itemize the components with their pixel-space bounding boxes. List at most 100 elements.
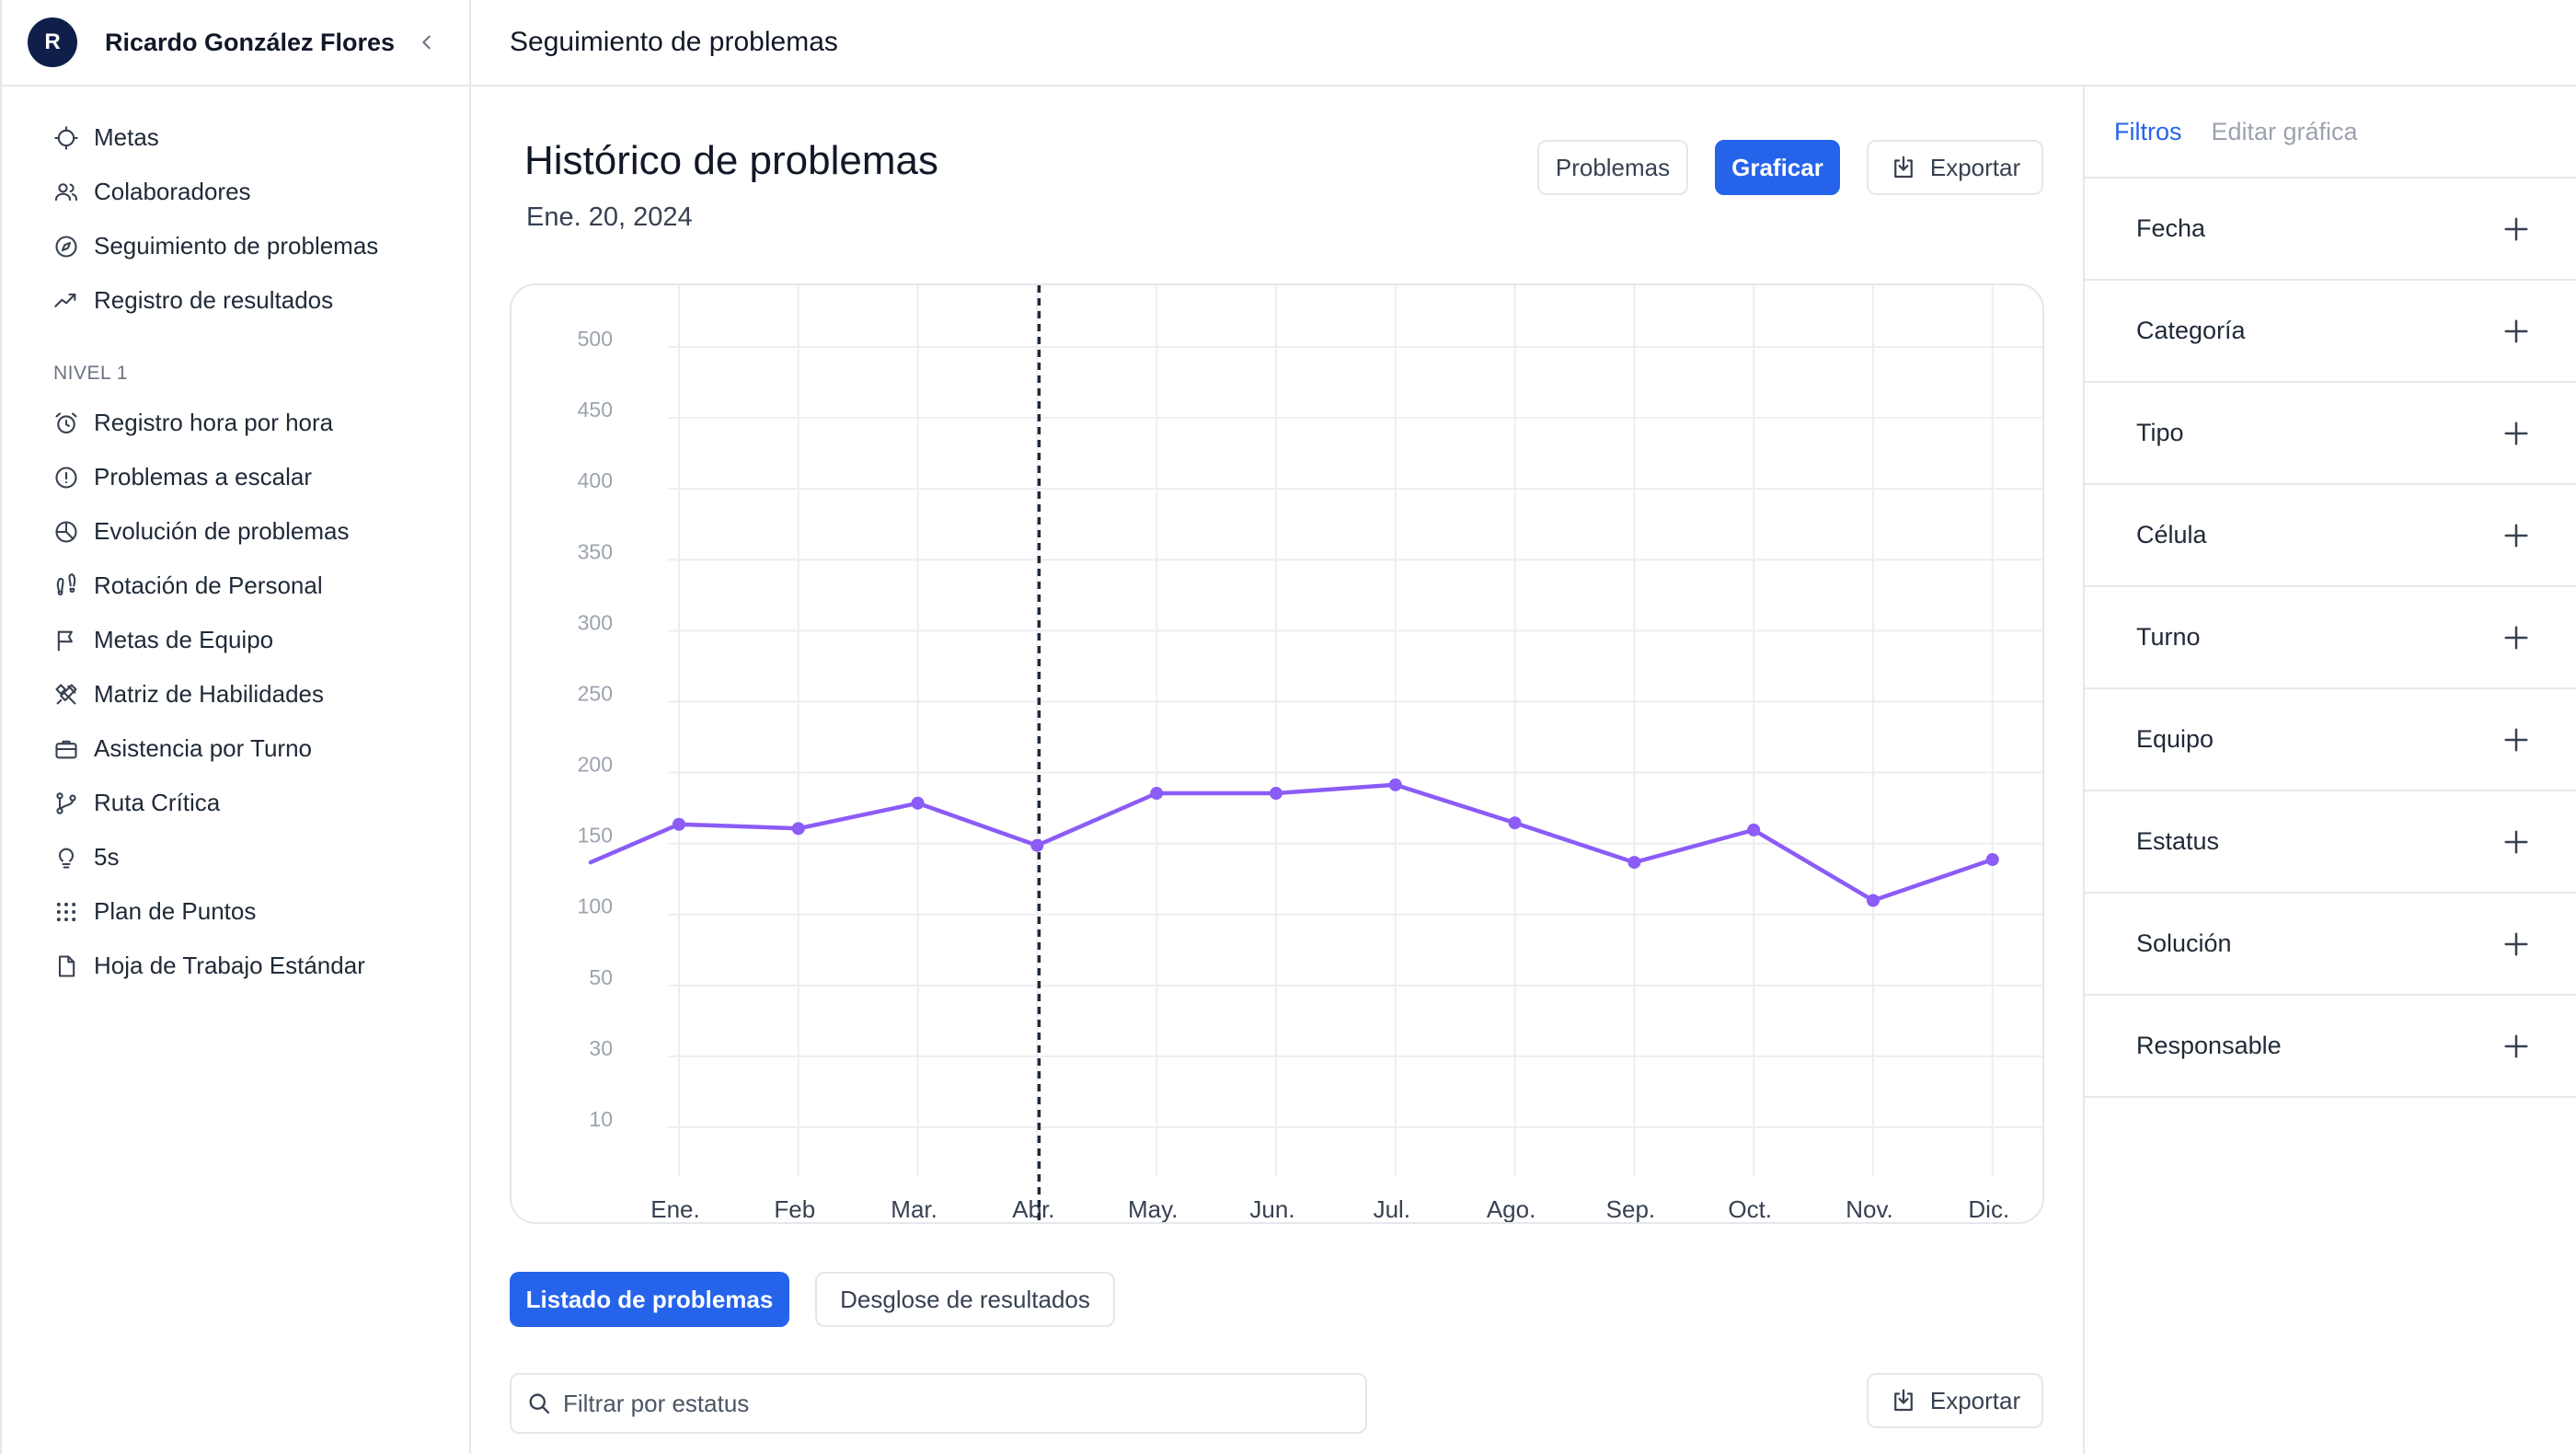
plus-icon[interactable] — [2502, 522, 2530, 549]
data-point — [1388, 778, 1402, 791]
plus-icon[interactable] — [2502, 930, 2530, 958]
tab-results-breakdown[interactable]: Desglose de resultados — [815, 1272, 1115, 1327]
sidebar-item-matriz[interactable]: Matriz de Habilidades — [2, 667, 469, 721]
filter-row[interactable]: Equipo — [2085, 689, 2576, 791]
sidebar-item-label: Registro de resultados — [94, 286, 334, 314]
git-branch-icon — [52, 789, 81, 818]
sidebar-item-label: 5s — [94, 843, 120, 871]
y-tick-label: 30 — [589, 1036, 613, 1060]
flag-icon — [52, 626, 81, 655]
filter-row[interactable]: Tipo — [2085, 383, 2576, 485]
chart-title: Histórico de problemas — [524, 138, 938, 183]
filter-label: Categoría — [2136, 317, 2246, 344]
sidebar-item-hoja-trabajo[interactable]: Hoja de Trabajo Estándar — [2, 939, 469, 993]
filter-label: Tipo — [2136, 419, 2184, 446]
briefcase-icon — [52, 734, 81, 764]
sidebar-item-plan-puntos[interactable]: Plan de Puntos — [2, 884, 469, 939]
sidebar-item-label: Matriz de Habilidades — [94, 680, 325, 708]
tab-issue-list-label: Listado de problemas — [525, 1285, 774, 1313]
data-point — [911, 796, 925, 810]
y-tick-label: 10 — [589, 1107, 613, 1131]
collapse-sidebar-button[interactable] — [412, 28, 442, 57]
chevron-left-icon — [422, 35, 431, 50]
filter-label: Estatus — [2136, 827, 2220, 855]
sidebar-item-label: Hoja de Trabajo Estándar — [94, 952, 365, 979]
tab-issue-list[interactable]: Listado de problemas — [510, 1272, 789, 1327]
sidebar-item-seguimiento[interactable]: Seguimiento de problemas — [2, 219, 469, 273]
x-tick-label: Jul. — [1374, 1195, 1410, 1223]
sidebar-item-metas-equipo[interactable]: Metas de Equipo — [2, 613, 469, 667]
plus-icon[interactable] — [2502, 420, 2530, 447]
sidebar-item-5s[interactable]: 5s — [2, 830, 469, 884]
sidebar-item-registro-hora[interactable]: Registro hora por hora — [2, 396, 469, 450]
filter-row[interactable]: Categoría — [2085, 281, 2576, 383]
status-filter-input[interactable] — [563, 1389, 1354, 1418]
file-icon — [52, 952, 81, 981]
sidebar-item-label: Rotación de Personal — [94, 571, 323, 599]
sidebar-item-label: Metas de Equipo — [94, 626, 274, 653]
y-tick-label: 500 — [578, 327, 613, 351]
filters-panel-tabs: Filtros Editar gráfica — [2085, 87, 2576, 177]
chart-button-label: Graficar — [1731, 153, 1823, 181]
line-chart: 500 450 400 350 300 250 200 150 100 50 30 10 Ene. Feb… — [578, 285, 2042, 1223]
tab-results-breakdown-label: Desglose de resultados — [840, 1285, 1090, 1313]
plus-icon[interactable] — [2502, 828, 2530, 856]
user-name: Ricardo González Flores — [105, 28, 396, 56]
plus-icon[interactable] — [2502, 317, 2530, 345]
sidebar-item-rotacion[interactable]: Rotación de Personal — [2, 559, 469, 613]
sidebar-item-label: Metas — [94, 123, 159, 151]
sidebar-item-problemas-escalar[interactable]: Problemas a escalar — [2, 450, 469, 504]
filter-row[interactable]: Célula — [2085, 485, 2576, 587]
y-tick-label: 50 — [589, 965, 613, 989]
x-tick-label: Ago. — [1487, 1195, 1536, 1223]
status-filter-field[interactable] — [510, 1373, 1367, 1434]
filter-row[interactable]: Solución — [2085, 894, 2576, 996]
x-tick-label: Mar. — [891, 1195, 937, 1223]
sidebar-item-colaboradores[interactable]: Colaboradores — [2, 165, 469, 219]
sidebar-item-ruta-critica[interactable]: Ruta Crítica — [2, 776, 469, 830]
chart-card: 500 450 400 350 300 250 200 150 100 50 30 10 Ene. Feb… — [510, 283, 2044, 1224]
filter-label: Solución — [2136, 929, 2232, 957]
main-content: Histórico de problemas Ene. 20, 2024 Pro… — [471, 87, 2083, 1454]
tab-edit-chart[interactable]: Editar gráfica — [2211, 117, 2358, 145]
x-tick-label: Ene. — [650, 1195, 700, 1223]
plus-icon[interactable] — [2502, 726, 2530, 754]
filter-list: Fecha Categoría Tipo Célula Turno Equipo Estat… — [2085, 177, 2576, 1098]
footprints-icon — [52, 571, 81, 601]
users-icon — [52, 178, 81, 207]
sidebar-item-evolucion[interactable]: Evolución de problemas — [2, 504, 469, 559]
sidebar-item-metas[interactable]: Metas — [2, 110, 469, 165]
sidebar-item-registro-resultados[interactable]: Registro de resultados — [2, 273, 469, 328]
target-icon — [52, 123, 81, 153]
x-tick-label: Sep. — [1606, 1195, 1656, 1223]
chart-button[interactable]: Graficar — [1715, 140, 1840, 195]
export-list-button[interactable]: Exportar — [1867, 1373, 2043, 1428]
x-tick-label: Abr. — [1012, 1195, 1054, 1223]
filter-label: Fecha — [2136, 214, 2206, 242]
tab-filters[interactable]: Filtros — [2114, 117, 2182, 145]
filter-row[interactable]: Turno — [2085, 587, 2576, 689]
sidebar-nav: Metas Colaboradores Seguimiento de probl… — [2, 87, 469, 993]
plus-icon[interactable] — [2502, 1033, 2530, 1060]
problems-button[interactable]: Problemas — [1537, 140, 1688, 195]
y-tick-label: 300 — [578, 610, 613, 634]
problems-button-label: Problemas — [1555, 153, 1671, 181]
avatar[interactable]: R — [28, 17, 77, 67]
filter-row[interactable]: Estatus — [2085, 791, 2576, 894]
x-tick-label: Feb — [774, 1195, 815, 1223]
filter-row[interactable]: Fecha — [2085, 179, 2576, 281]
data-point — [1150, 787, 1164, 801]
filter-row[interactable]: Responsable — [2085, 996, 2576, 1098]
lightbulb-icon — [52, 843, 81, 872]
sidebar-item-label: Problemas a escalar — [94, 463, 312, 490]
sidebar-item-label: Plan de Puntos — [94, 897, 257, 925]
sidebar-item-asistencia[interactable]: Asistencia por Turno — [2, 721, 469, 776]
plus-icon[interactable] — [2502, 215, 2530, 243]
x-tick-label: Oct. — [1728, 1195, 1772, 1223]
export-button[interactable]: Exportar — [1867, 140, 2043, 195]
trend-icon — [52, 286, 81, 316]
export-button-label: Exportar — [1929, 153, 2021, 181]
data-point — [1867, 894, 1880, 907]
y-tick-label: 200 — [578, 753, 613, 777]
plus-icon[interactable] — [2502, 624, 2530, 652]
